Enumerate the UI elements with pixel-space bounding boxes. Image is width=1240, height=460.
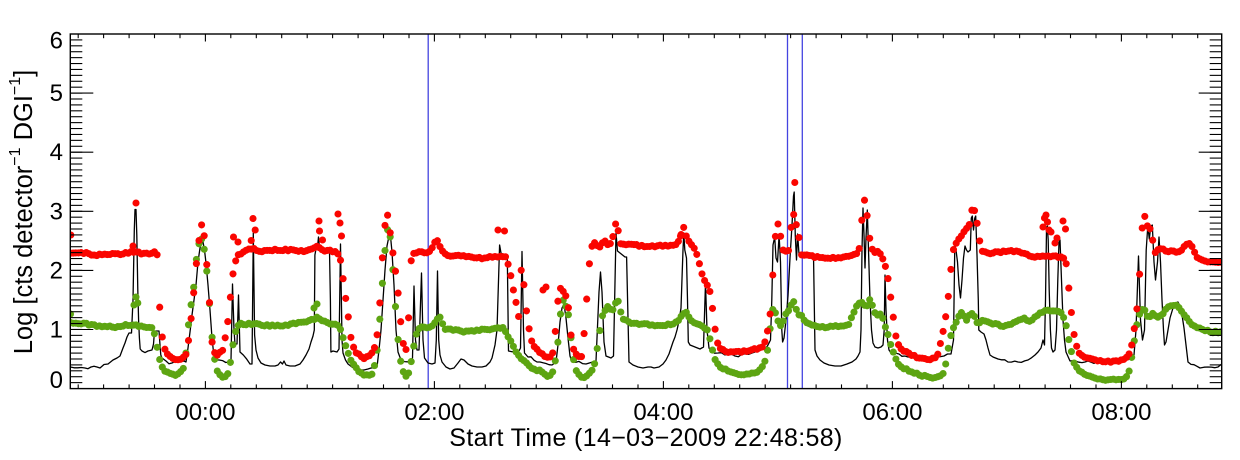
- svg-text:00:00: 00:00: [175, 399, 235, 426]
- svg-text:04:00: 04:00: [633, 399, 693, 426]
- svg-text:Start Time (14−03−2009 22:48:5: Start Time (14−03−2009 22:48:58): [449, 424, 842, 452]
- svg-text:1: 1: [50, 317, 63, 344]
- svg-text:6: 6: [50, 28, 63, 55]
- svg-text:2: 2: [50, 257, 63, 284]
- svg-text:0: 0: [50, 367, 63, 394]
- svg-text:02:00: 02:00: [404, 399, 464, 426]
- svg-text:06:00: 06:00: [862, 399, 922, 426]
- svg-text:4: 4: [50, 139, 63, 166]
- svg-text:Log [cts detector−1 DGI−1]: Log [cts detector−1 DGI−1]: [7, 70, 38, 355]
- svg-text:08:00: 08:00: [1091, 399, 1151, 426]
- svg-text:5: 5: [50, 80, 63, 107]
- svg-text:3: 3: [50, 198, 63, 225]
